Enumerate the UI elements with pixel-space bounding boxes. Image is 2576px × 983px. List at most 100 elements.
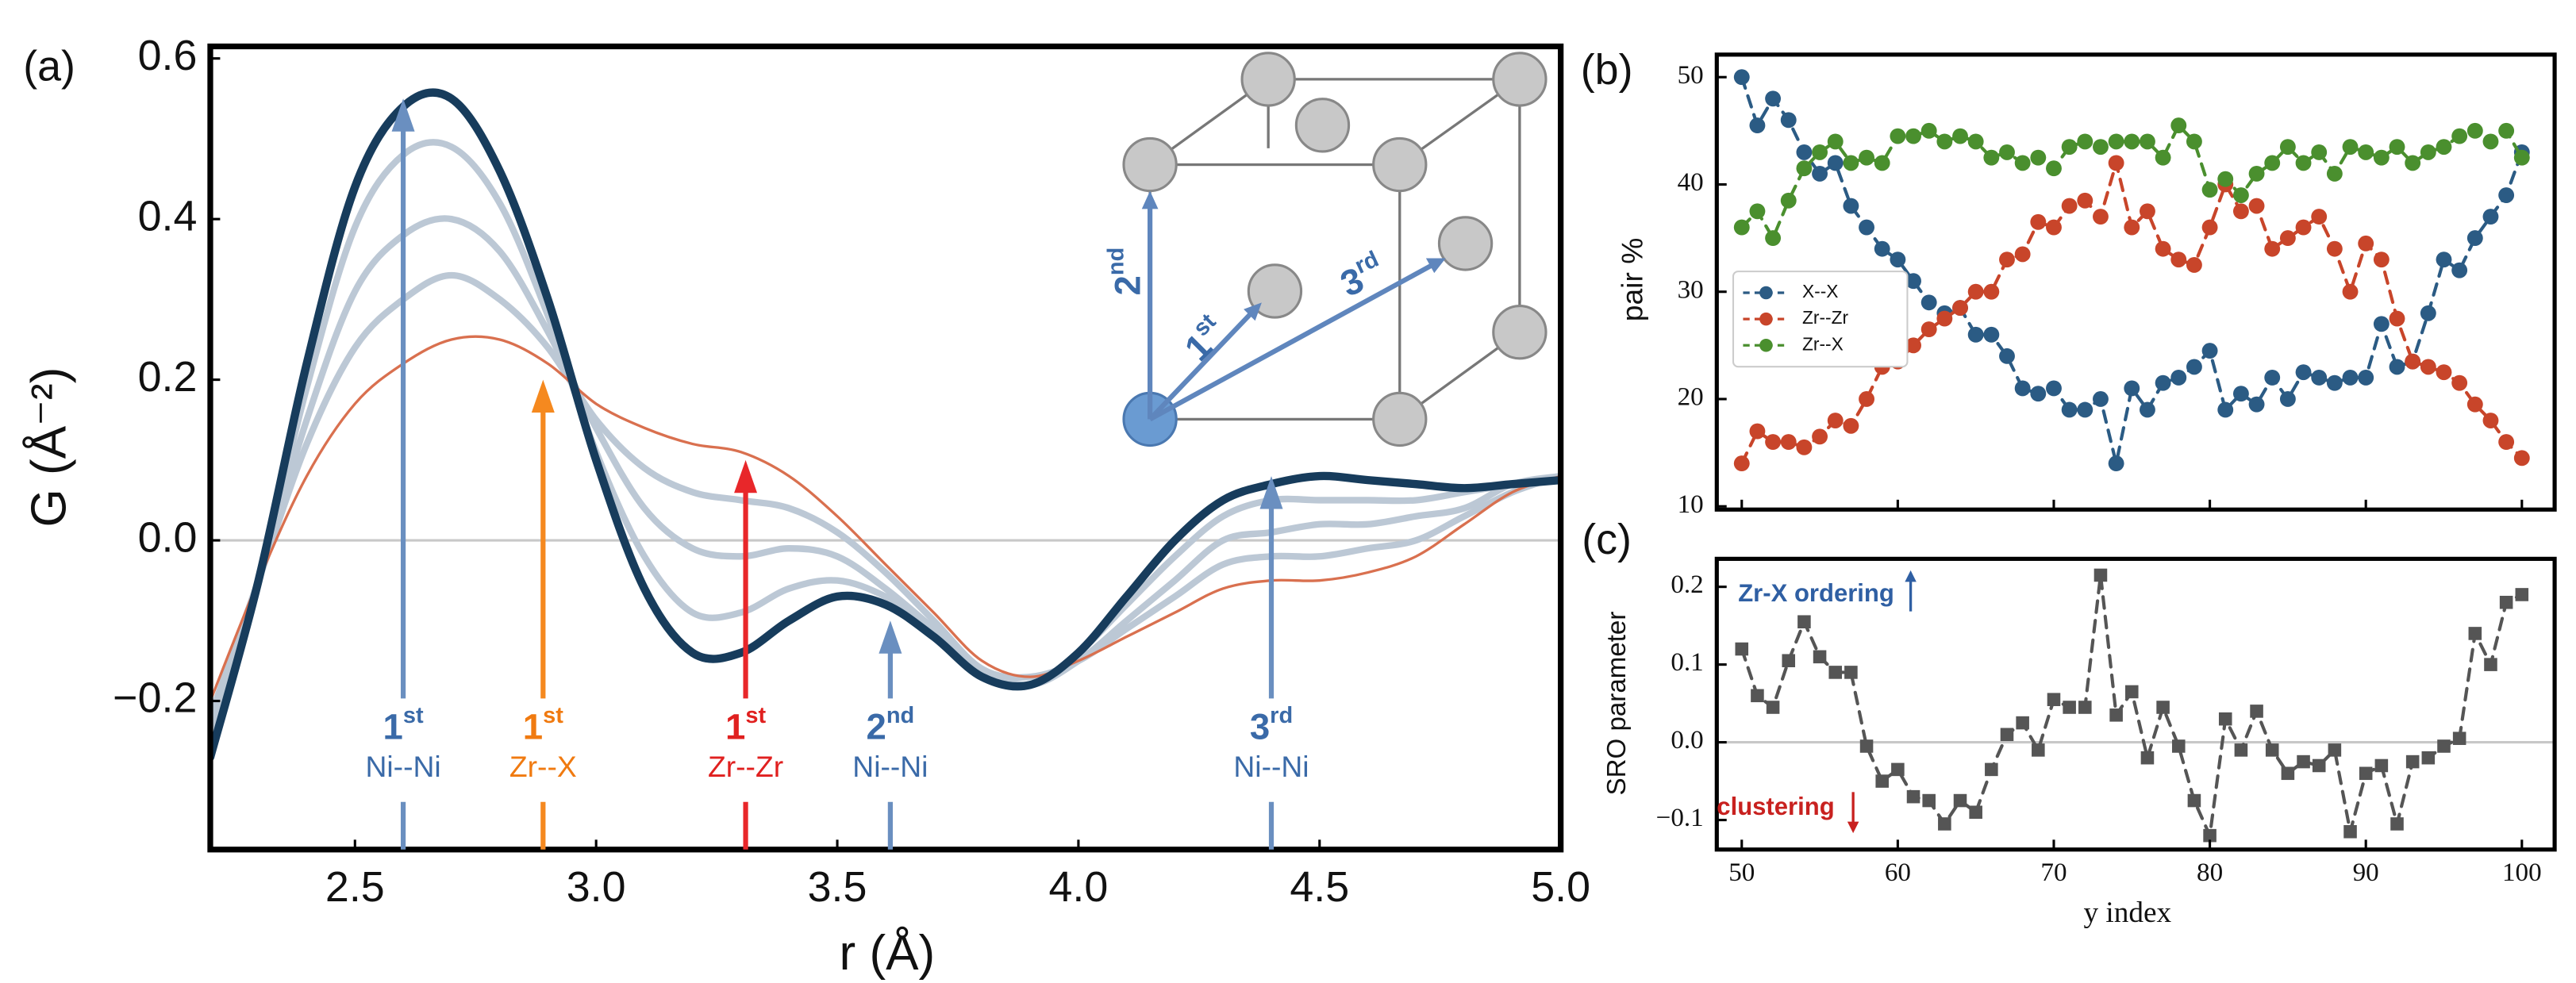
point (2014, 155, 2031, 171)
y-axis-label: G (Å⁻²) (22, 367, 77, 528)
point (1969, 805, 1982, 820)
point (1999, 348, 2015, 364)
point (2513, 149, 2530, 166)
x-tick-label: 4.5 (1290, 863, 1349, 911)
point (2374, 758, 2389, 773)
y-tick-label: 0.2 (1671, 570, 1703, 599)
x-axis-label: y index (2083, 897, 2171, 929)
point (1844, 666, 1858, 679)
point (2437, 739, 2451, 753)
legend-label: X--X (1802, 281, 1839, 301)
legend-marker (1759, 312, 1773, 326)
point (1922, 793, 1936, 808)
point (2124, 133, 2140, 150)
point (1859, 739, 1874, 753)
point (2203, 828, 2217, 843)
suffix: st (745, 703, 766, 728)
atom (1492, 52, 1548, 107)
point (2140, 401, 2155, 418)
point (1812, 144, 1828, 160)
point (1890, 252, 1906, 268)
panel: 10 20 30 40 50 (b) pair % X--X Zr--Zr Zr--X (1581, 46, 2557, 519)
point (1827, 155, 1844, 171)
ordinal: 1 (725, 707, 745, 747)
point (2061, 198, 2078, 214)
point (2218, 712, 2232, 726)
point (2513, 450, 2530, 467)
point (2170, 117, 2187, 134)
x-tick-label: 5.0 (1531, 863, 1590, 911)
point (2046, 219, 2062, 236)
inset-label: 1st (1175, 309, 1235, 369)
arrow-head (734, 459, 758, 493)
point (2279, 230, 2296, 247)
point (2093, 391, 2109, 407)
suffix: st (403, 703, 424, 728)
panel-label: (a) (23, 43, 75, 90)
x-tick-label: 3.5 (808, 863, 867, 911)
arrow-head (531, 379, 555, 413)
ordinal: 3 (1250, 707, 1270, 747)
point (1766, 701, 1780, 714)
point (2248, 198, 2265, 214)
point (1749, 117, 1766, 134)
point (1953, 793, 1967, 808)
point (2515, 588, 2529, 601)
point (2234, 743, 2248, 757)
point (2279, 139, 2296, 156)
point (2295, 155, 2312, 171)
point (1843, 417, 1859, 434)
point (2061, 139, 2078, 156)
y-tick-label: 0.0 (138, 513, 198, 561)
point (1891, 762, 1905, 777)
point (1780, 434, 1797, 451)
point (1780, 112, 1797, 129)
point (2420, 144, 2436, 160)
point (2016, 716, 2029, 730)
point (2405, 755, 2420, 769)
point (2047, 693, 2061, 706)
point (2109, 708, 2123, 722)
legend-label: Zr--X (1802, 333, 1844, 354)
point (1797, 615, 1811, 629)
ordinal: 2 (1107, 275, 1148, 295)
arrow-head (1425, 258, 1446, 274)
point (1859, 219, 1874, 236)
point (1796, 439, 1813, 455)
arrow-head (391, 98, 415, 132)
point (1812, 166, 1828, 182)
point (1938, 817, 1951, 831)
x-tick-label: 70 (2040, 858, 2067, 887)
axes-frame (207, 43, 1564, 853)
point (2186, 359, 2202, 375)
point (2187, 793, 2201, 808)
point (1874, 240, 1890, 257)
point (2436, 139, 2452, 156)
x-tick-label: 90 (2353, 858, 2379, 887)
point (1952, 128, 1968, 144)
point (2498, 187, 2515, 203)
point (2358, 369, 2374, 386)
point (1985, 762, 1998, 777)
point (2405, 353, 2421, 370)
point (2124, 380, 2140, 397)
point (2326, 166, 2343, 182)
point (1735, 642, 1749, 656)
point (2389, 310, 2405, 327)
point (2217, 171, 2234, 187)
legend-label: Zr--Zr (1802, 307, 1849, 328)
y-tick-label: −0.2 (113, 674, 197, 722)
point (2295, 219, 2312, 236)
y-tick-label: −0.1 (1656, 803, 1704, 832)
panel-label: (c) (1582, 516, 1632, 563)
point (2248, 396, 2265, 413)
point (2373, 252, 2390, 268)
annotation-text: Zr-X ordering (1738, 579, 1894, 607)
y-tick-label: 50 (1678, 60, 1704, 90)
point (1733, 219, 1750, 236)
ordinal: 1 (383, 707, 403, 747)
point (1999, 252, 2015, 268)
